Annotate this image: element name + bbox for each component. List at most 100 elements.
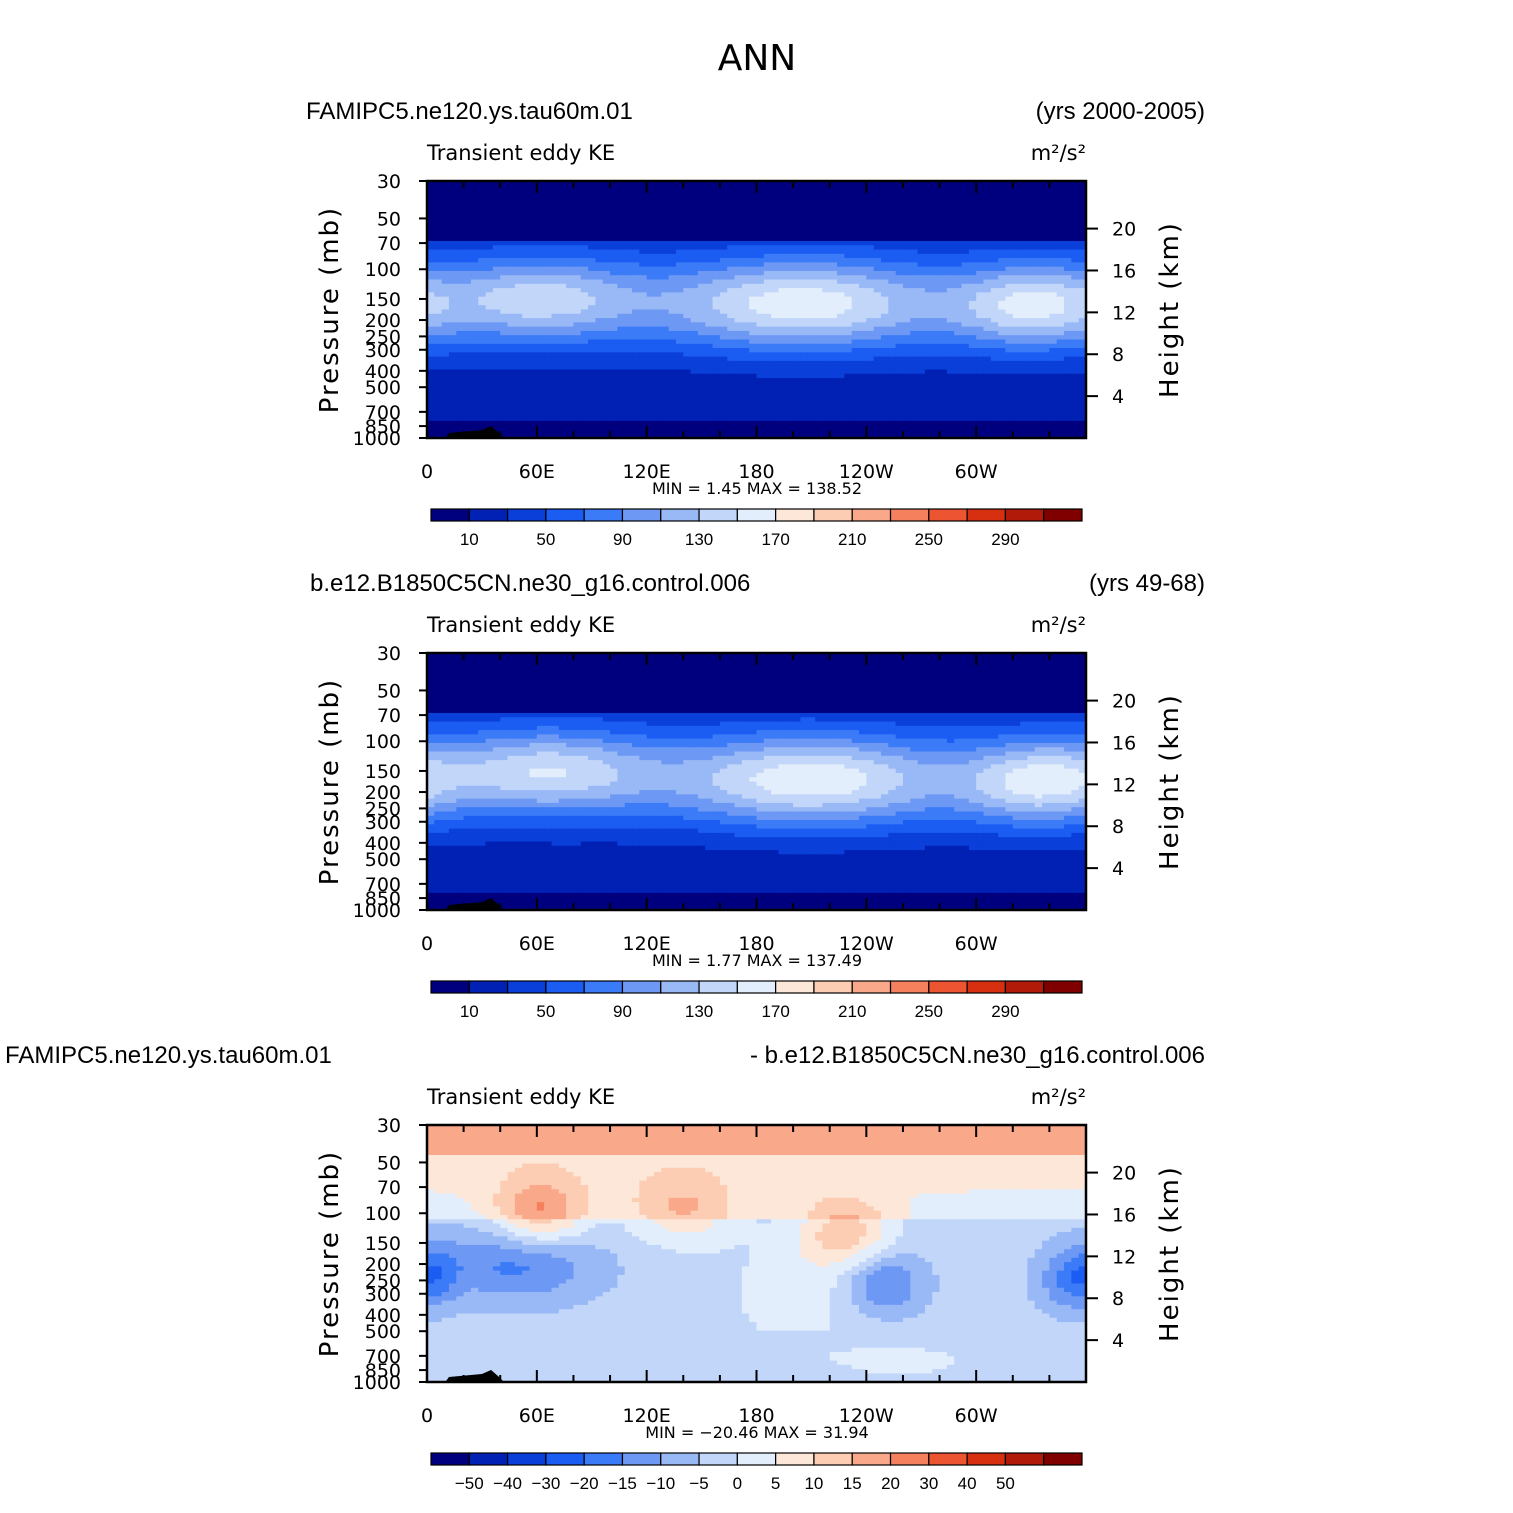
field-cell xyxy=(844,348,853,353)
field-cell xyxy=(998,283,1007,289)
field-cell xyxy=(1012,228,1021,233)
field-cell xyxy=(888,365,897,371)
field-cell xyxy=(668,403,677,409)
field-cell xyxy=(851,228,860,233)
field-cell xyxy=(697,296,706,302)
field-cell xyxy=(917,386,926,392)
field-cell xyxy=(932,185,941,191)
field-cell xyxy=(961,309,970,315)
field-cell xyxy=(478,189,487,195)
field-cell xyxy=(976,382,985,388)
field-cell xyxy=(514,326,523,332)
field-cell xyxy=(1005,266,1014,272)
field-cell xyxy=(873,219,882,225)
field-cell xyxy=(793,202,802,208)
field-cell xyxy=(448,373,457,379)
field-cell xyxy=(976,270,985,276)
field-cell xyxy=(932,228,941,233)
field-cell xyxy=(580,219,589,225)
field-cell xyxy=(968,275,977,281)
field-cell xyxy=(895,326,904,332)
field-cell xyxy=(514,412,523,418)
field-cell xyxy=(741,210,750,216)
field-cell xyxy=(463,309,472,315)
field-cell xyxy=(602,305,611,311)
field-cell xyxy=(727,206,736,212)
field-cell xyxy=(1027,395,1036,401)
field-cell xyxy=(668,408,677,413)
field-cell xyxy=(646,352,655,358)
field-cell xyxy=(580,403,589,409)
field-cell xyxy=(500,313,509,319)
field-cell xyxy=(448,416,457,422)
field-cell xyxy=(478,219,487,225)
field-cell xyxy=(712,373,721,379)
field-cell xyxy=(646,232,655,238)
field-cell xyxy=(727,318,736,323)
field-cell xyxy=(902,386,911,392)
field-cell xyxy=(610,270,618,276)
field-cell xyxy=(427,343,435,349)
field-cell xyxy=(632,300,640,306)
field-cell xyxy=(683,365,692,371)
field-cell xyxy=(668,215,677,221)
field-cell xyxy=(558,330,567,336)
field-cell xyxy=(1012,279,1021,285)
field-cell xyxy=(588,185,597,191)
field-cell xyxy=(866,185,875,191)
field-cell xyxy=(690,206,699,212)
field-cell xyxy=(697,395,706,401)
field-cell xyxy=(661,403,670,409)
field-cell xyxy=(1034,352,1043,358)
field-cell xyxy=(683,266,692,272)
field-cell xyxy=(1064,223,1072,229)
field-cell xyxy=(771,360,780,366)
field-cell xyxy=(470,343,479,349)
field-cell xyxy=(756,360,765,366)
field-cell xyxy=(573,198,582,204)
field-cell xyxy=(1042,378,1050,383)
field-cell xyxy=(1064,326,1072,332)
field-cell xyxy=(910,300,919,306)
field-cell xyxy=(492,390,501,396)
field-cell xyxy=(573,223,582,229)
field-cell xyxy=(705,296,714,302)
field-cell xyxy=(690,330,699,336)
field-cell xyxy=(470,352,479,358)
field-cell xyxy=(456,382,465,388)
field-cell xyxy=(917,322,926,328)
field-cell xyxy=(573,399,582,405)
field-cell xyxy=(1034,189,1043,195)
field-cell xyxy=(514,232,523,238)
field-cell xyxy=(873,181,882,186)
field-cell xyxy=(588,279,597,285)
field-cell xyxy=(727,309,736,315)
field-cell xyxy=(588,245,597,251)
field-cell xyxy=(924,309,933,315)
field-cell xyxy=(888,403,897,409)
field-cell xyxy=(705,300,714,306)
field-cell xyxy=(463,305,472,311)
field-cell xyxy=(946,296,955,302)
field-cell xyxy=(492,279,501,285)
field-cell xyxy=(1034,390,1043,396)
field-cell xyxy=(990,326,999,332)
field-cell xyxy=(778,386,787,392)
field-cell xyxy=(961,339,970,345)
field-cell xyxy=(859,181,867,186)
field-cell xyxy=(976,189,985,195)
field-cell xyxy=(837,245,845,251)
field-cell xyxy=(522,223,531,229)
field-cell xyxy=(924,292,933,298)
field-cell xyxy=(917,365,926,371)
field-cell xyxy=(697,181,706,186)
field-cell xyxy=(895,223,904,229)
field-cell xyxy=(807,249,816,255)
field-cell xyxy=(939,228,948,233)
field-cell xyxy=(558,189,567,195)
field-cell xyxy=(573,292,582,298)
field-cell xyxy=(719,228,728,233)
field-cell xyxy=(536,240,545,246)
field-cell xyxy=(829,185,838,191)
field-cell xyxy=(675,382,684,388)
